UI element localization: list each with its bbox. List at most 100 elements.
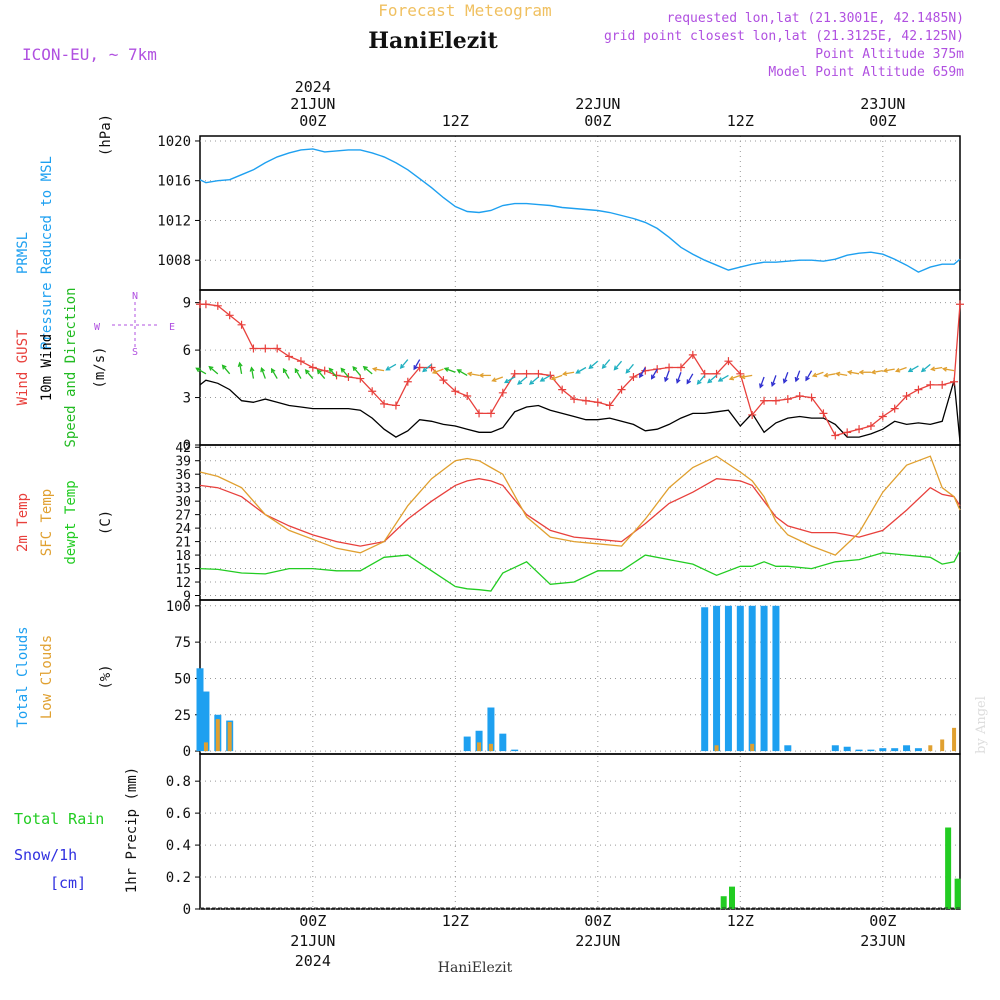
panel-frame-precip [199, 753, 961, 910]
gust-marker [807, 393, 816, 402]
wind-arrow-head [920, 367, 926, 373]
wind-arrow-head [443, 367, 450, 372]
wind-arrow-head [271, 367, 276, 374]
lowclouds-bar [940, 739, 945, 752]
gust-marker [617, 385, 626, 394]
y-tick-label: 0.8 [166, 774, 191, 790]
gust-line [200, 303, 961, 437]
temp2m-line [199, 478, 961, 547]
gust-marker [938, 380, 947, 389]
wind-arrow [271, 368, 278, 379]
gust-marker [475, 409, 484, 418]
wind-arrow [639, 367, 646, 378]
wind-arrow [697, 374, 706, 385]
gust-marker [629, 372, 638, 381]
gust-marker [534, 369, 543, 378]
wind-arrow-head [651, 374, 656, 380]
wind-arrow-head [805, 376, 810, 382]
wind-arrow [921, 363, 931, 372]
y-tick-label: 9 [183, 296, 191, 312]
wind-arrow [196, 367, 207, 375]
gust-marker [890, 404, 899, 413]
wind-arrow-head [328, 367, 334, 373]
gust-marker [546, 371, 555, 380]
wind-arrow-head [208, 365, 214, 371]
totalclouds-bar [760, 605, 768, 752]
wind-arrow [294, 368, 302, 379]
panel-unit-pressure: (hPa) [98, 114, 114, 156]
wind-arrow-head [399, 363, 405, 370]
wind-arrow [444, 367, 456, 373]
gust-marker [748, 410, 757, 419]
gust-marker [771, 396, 780, 405]
wind-arrow [222, 364, 231, 375]
wind-arrow-head [894, 367, 901, 373]
wind-arrow-head [260, 366, 265, 373]
precip-label-unit: [cm] [50, 874, 86, 892]
gust-marker [332, 371, 341, 380]
lowclouds-bar [227, 722, 232, 752]
totalclouds-bar [736, 605, 744, 752]
requested-coords: requested lon,lat (21.3001E, 42.1485N) [667, 11, 964, 26]
wind-arrow [836, 372, 848, 377]
gust-marker [843, 428, 852, 437]
panel-label-clouds: Total Clouds [15, 626, 31, 727]
gust-marker [676, 363, 685, 372]
bottom-hour-label: 00Z [869, 912, 896, 930]
gust-marker [783, 395, 792, 404]
wind-arrow-head [294, 367, 300, 374]
y-tick-label: 33 [175, 482, 191, 497]
totalclouds-bar [914, 748, 922, 752]
wind-arrow [812, 371, 824, 377]
y-tick-label: 0.6 [166, 806, 191, 822]
model-altitude: Model Point Altitude 659m [768, 65, 964, 80]
panel-label-temp: 2m Temp [15, 493, 31, 552]
y-tick-label: 15 [175, 563, 191, 578]
wind-arrow-head [282, 367, 288, 374]
totalclouds-bar [499, 733, 507, 752]
wind-arrow-head [249, 366, 255, 372]
totalclouds-bar [831, 745, 839, 752]
y-tick-label: 18 [175, 549, 191, 564]
gust-marker [795, 391, 804, 400]
precip-unit-label: 1hr Precip (mm) [124, 767, 140, 893]
gust-marker [368, 387, 377, 396]
totalclouds-bar [463, 736, 471, 752]
y-tick-label: 3 [183, 391, 191, 407]
gust-marker [700, 369, 709, 378]
gust-marker [439, 376, 448, 385]
wind-arrow [317, 369, 326, 379]
compass-e: E [169, 322, 175, 333]
y-tick-label: 0.4 [166, 838, 191, 854]
totalclouds-bar [867, 749, 875, 752]
wind-arrow-head [195, 367, 201, 373]
wind-arrow [208, 366, 219, 375]
wind-arrow-head [237, 361, 243, 367]
pressure-line [199, 148, 961, 273]
gust-marker [956, 300, 964, 309]
wind-arrow-head [478, 372, 484, 378]
gust-marker [831, 431, 840, 440]
wind-arrow-head [221, 364, 227, 370]
wind-arrow-head [664, 376, 669, 383]
wind-arrow-head [385, 366, 391, 371]
gust-marker [344, 372, 353, 381]
wind-arrow-head [466, 371, 473, 377]
panel-frame-pressure [199, 135, 961, 291]
gust-marker [902, 391, 911, 400]
gust-marker [320, 366, 329, 375]
gust-marker [249, 344, 258, 353]
gust-marker [296, 357, 305, 366]
gust-marker [688, 350, 697, 359]
wind-arrow [260, 368, 266, 379]
panel-label-pressure: PRMSL [15, 232, 31, 274]
top-hour-label: 00Z [869, 112, 896, 130]
wind-arrow [422, 363, 432, 372]
wind-arrow-head [941, 366, 948, 372]
gust-marker [926, 380, 935, 389]
totalclouds-bar [202, 691, 210, 752]
wind-arrow [282, 368, 290, 379]
wind-arrow [943, 368, 955, 372]
wind-arrow-head [686, 379, 692, 385]
